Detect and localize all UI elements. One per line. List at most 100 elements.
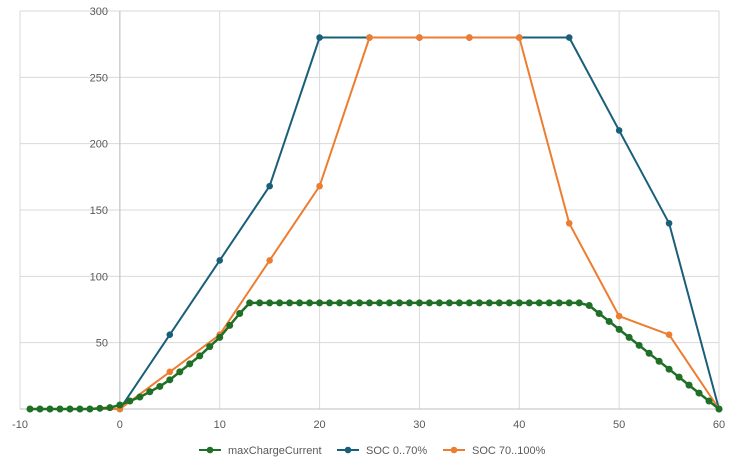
data-point (366, 34, 373, 41)
data-point (266, 257, 273, 264)
data-point (525, 299, 533, 307)
data-point (266, 299, 274, 307)
data-point (515, 299, 523, 307)
data-point (625, 333, 633, 341)
x-tick-label: 10 (214, 419, 226, 431)
data-point (116, 401, 124, 409)
y-tick-label: 200 (90, 139, 108, 151)
data-point (266, 182, 273, 190)
data-point (216, 333, 224, 341)
y-tick-label: 150 (90, 205, 108, 217)
x-tick-label: -10 (12, 419, 28, 431)
data-point (565, 219, 573, 227)
data-point (146, 388, 154, 396)
data-point (216, 257, 224, 264)
data-point (36, 405, 44, 413)
x-tick-label: 30 (413, 419, 425, 431)
data-point (375, 299, 383, 307)
data-point (445, 299, 453, 307)
data-point (156, 382, 164, 390)
x-tick-label: 0 (117, 419, 123, 431)
series-line (30, 301, 720, 411)
data-point (665, 219, 673, 227)
data-point (166, 331, 174, 339)
data-point (495, 299, 503, 307)
data-point (226, 321, 234, 329)
data-point (545, 299, 553, 307)
data-point (405, 299, 413, 307)
data-point (96, 404, 104, 412)
data-point (126, 397, 134, 405)
data-point (605, 317, 613, 325)
legend-swatch-marker (344, 446, 352, 454)
data-point (246, 299, 254, 307)
data-point (136, 393, 144, 401)
data-point (695, 389, 703, 397)
data-point (685, 381, 693, 389)
series-lines (26, 34, 723, 413)
x-tick-label: 50 (613, 419, 625, 431)
data-point (316, 182, 323, 190)
data-point (615, 312, 623, 320)
data-point (485, 299, 493, 307)
data-point (286, 299, 294, 307)
data-point (575, 299, 583, 307)
y-tick-label: 100 (90, 271, 108, 283)
legend-item: SOC 70..100% (443, 445, 546, 457)
data-point (675, 373, 683, 381)
data-point (385, 299, 393, 307)
legend-label: SOC 0..70% (366, 445, 427, 457)
data-point (565, 34, 573, 41)
data-point (565, 299, 573, 307)
data-point (236, 309, 244, 317)
gridlines (19, 10, 720, 409)
data-point (296, 299, 304, 307)
data-point (425, 299, 433, 307)
x-tick-label: 60 (713, 419, 725, 431)
data-point (176, 368, 184, 376)
legend-item: maxChargeCurrent (199, 445, 322, 457)
data-point (455, 299, 463, 307)
data-point (615, 325, 623, 333)
legend-label: maxChargeCurrent (228, 445, 322, 457)
data-point (615, 127, 623, 134)
data-point (46, 405, 54, 413)
legend: maxChargeCurrent SOC 0..70% SOC 70..100% (199, 445, 546, 457)
data-point (665, 331, 673, 339)
data-point (206, 343, 214, 351)
data-point (395, 299, 403, 307)
data-point (466, 34, 473, 41)
x-tick-label: 40 (513, 419, 525, 431)
data-point (166, 376, 174, 384)
data-point (465, 299, 473, 307)
data-point (86, 405, 94, 413)
data-point (715, 405, 723, 413)
data-point (306, 299, 314, 307)
data-point (595, 309, 603, 317)
legend-swatch-marker (206, 446, 214, 454)
data-point (665, 365, 673, 373)
data-point (256, 299, 264, 307)
y-tick-label: 250 (90, 72, 108, 84)
data-point (515, 34, 523, 41)
y-tick-label: 50 (96, 338, 108, 350)
data-point (106, 404, 114, 412)
series-maxchargecurrent (26, 299, 723, 413)
series-soc-70-100- (66, 34, 723, 413)
data-point (416, 34, 423, 41)
data-point (196, 352, 204, 360)
data-point (316, 34, 323, 41)
data-point (186, 360, 194, 368)
data-point (166, 368, 174, 376)
series-line (69, 36, 720, 410)
data-point (505, 299, 513, 307)
data-point (366, 299, 373, 307)
data-point (475, 299, 483, 307)
x-tick-label: 20 (313, 419, 325, 431)
data-point (316, 299, 324, 307)
data-point (76, 405, 84, 413)
data-point (346, 299, 354, 307)
data-point (26, 405, 34, 413)
legend-item: SOC 0..70% (337, 445, 427, 457)
